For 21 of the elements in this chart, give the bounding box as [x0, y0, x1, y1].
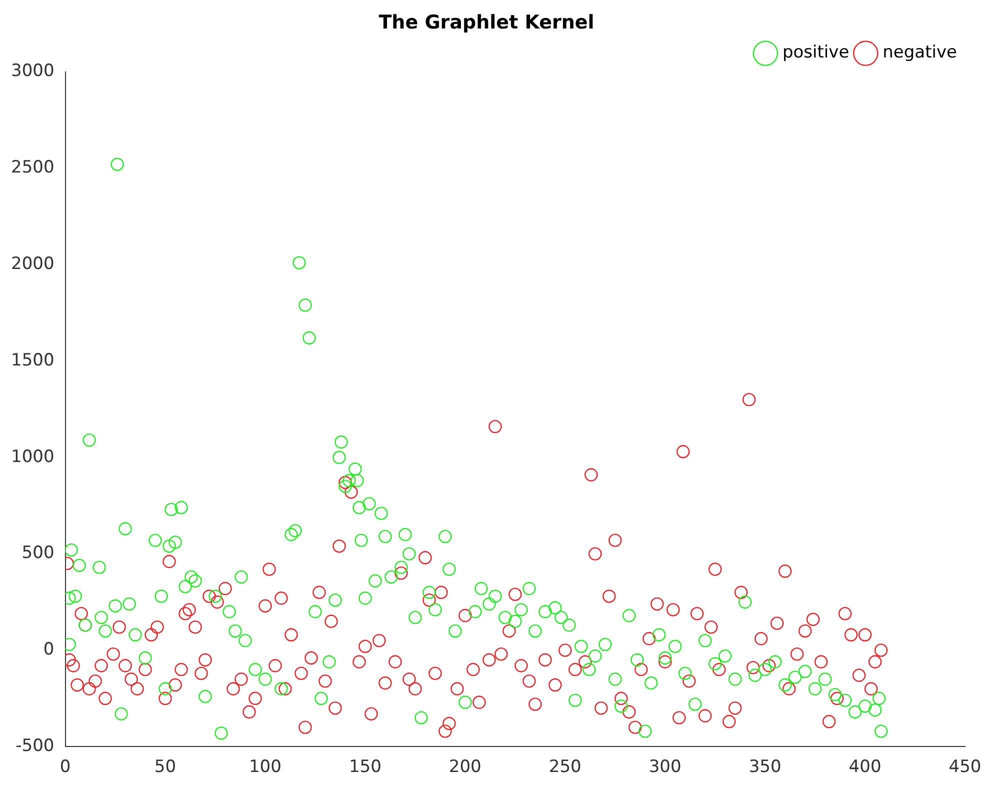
legend-label: positive: [782, 42, 850, 63]
x-tick-label: 450: [948, 757, 982, 778]
x-tick-label: 300: [648, 757, 682, 778]
y-tick-label: 2000: [11, 254, 54, 274]
y-tick-label: 3000: [11, 61, 54, 82]
legend-label: negative: [882, 42, 958, 63]
chart-title: The Graphlet Kernel: [378, 11, 594, 34]
x-tick-label: 350: [748, 757, 782, 778]
x-tick-label: 250: [548, 757, 582, 778]
x-tick-label: 400: [848, 757, 882, 778]
y-tick-label: 1500: [11, 350, 54, 370]
y-tick-label: 500: [22, 543, 54, 564]
x-tick-label: 200: [448, 757, 482, 778]
x-tick-label: 50: [154, 757, 176, 778]
y-tick-label: 0: [43, 640, 54, 660]
x-tick-label: 150: [348, 757, 382, 778]
x-tick-label: 100: [248, 757, 282, 778]
y-tick-label: 2500: [11, 158, 54, 178]
y-tick-label: -500: [16, 736, 54, 756]
x-tick-label: 0: [60, 757, 71, 778]
y-tick-label: 1000: [11, 446, 54, 467]
